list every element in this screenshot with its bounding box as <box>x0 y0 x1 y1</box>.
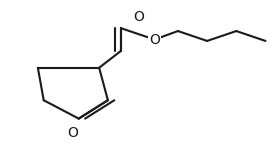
Text: O: O <box>67 126 78 140</box>
Text: O: O <box>149 33 160 47</box>
Text: O: O <box>133 10 144 24</box>
